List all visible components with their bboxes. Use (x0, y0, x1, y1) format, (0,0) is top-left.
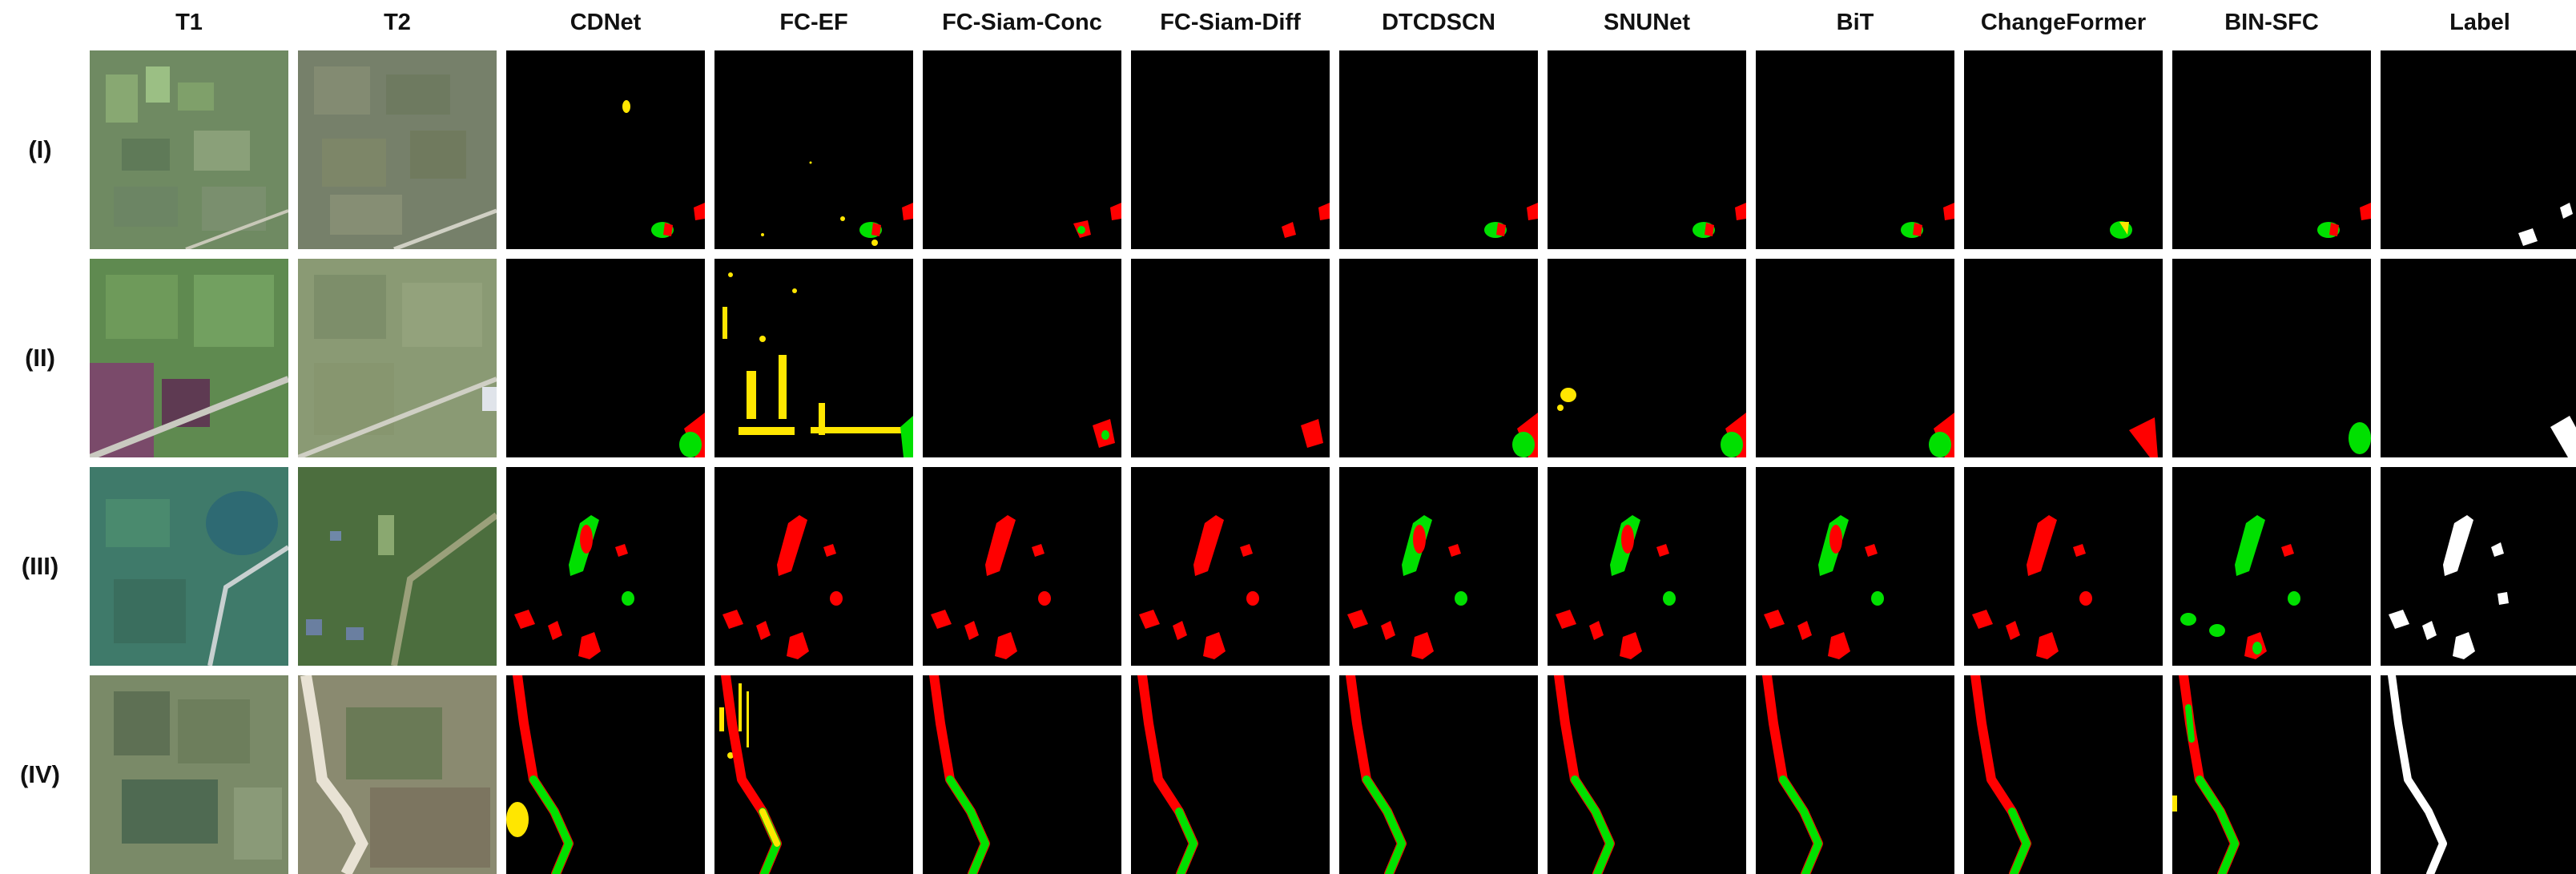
change-map-changeformer-row-2 (1964, 259, 2163, 457)
image-t2-row-2 (298, 259, 497, 457)
col-header-fc-ef: FC-EF (779, 9, 848, 35)
change-map-snunet-row-3 (1548, 467, 1746, 666)
change-map-fc-siam-conc-row-2 (923, 259, 1121, 457)
change-map-fc-ef-row-2 (714, 259, 913, 457)
change-map-fc-siam-conc-row-3 (923, 467, 1121, 666)
change-map-changeformer-row-1 (1964, 50, 2163, 249)
change-map-label-row-2 (2381, 259, 2576, 457)
change-map-bit-row-3 (1756, 467, 1954, 666)
change-map-label-row-3 (2381, 467, 2576, 666)
col-header-bit: BiT (1836, 9, 1874, 35)
change-map-bit-row-2 (1756, 259, 1954, 457)
col-header-cdnet: CDNet (570, 9, 642, 35)
change-map-fc-siam-conc-row-1 (923, 50, 1121, 249)
change-map-cdnet-row-1 (506, 50, 705, 249)
change-map-fc-siam-conc-row-4 (923, 675, 1121, 874)
change-map-fc-ef-row-1 (714, 50, 913, 249)
change-map-bin-sfc-row-2 (2172, 259, 2371, 457)
col-header-bin-sfc: BIN-SFC (2224, 9, 2319, 35)
row-label-4: (IV) (20, 760, 60, 788)
col-header-fc-siam-diff: FC-Siam-Diff (1160, 9, 1301, 35)
change-map-fc-siam-diff-row-2 (1131, 259, 1330, 457)
image-t2-row-1 (298, 50, 497, 249)
col-header-dtcdscn: DTCDSCN (1382, 9, 1495, 35)
image-t2-row-4 (298, 675, 497, 874)
change-map-snunet-row-4 (1548, 675, 1746, 874)
col-header-label: Label (2449, 9, 2510, 35)
image-t1-row-3 (90, 467, 288, 666)
change-map-label-row-1 (2381, 50, 2576, 249)
change-map-fc-ef-row-4 (714, 675, 913, 874)
change-map-fc-siam-diff-row-1 (1131, 50, 1330, 249)
change-map-fc-siam-diff-row-4 (1131, 675, 1330, 874)
change-map-cdnet-row-3 (506, 467, 705, 666)
change-map-label-row-4 (2381, 675, 2576, 874)
col-header-fc-siam-conc: FC-Siam-Conc (942, 9, 1102, 35)
change-map-changeformer-row-4 (1964, 675, 2163, 874)
change-map-dtcdscn-row-3 (1339, 467, 1538, 666)
change-map-bit-row-1 (1756, 50, 1954, 249)
change-map-snunet-row-2 (1548, 259, 1746, 457)
col-header-changeformer: ChangeFormer (1980, 9, 2147, 35)
row-label-3: (III) (21, 552, 59, 580)
change-map-fc-siam-diff-row-3 (1131, 467, 1330, 666)
col-header-t2: T2 (384, 9, 411, 35)
change-map-cdnet-row-4 (506, 675, 705, 874)
change-map-bin-sfc-row-3 (2172, 467, 2371, 666)
col-header-snunet: SNUNet (1604, 9, 1690, 35)
row-label-2: (II) (25, 344, 55, 372)
col-header-t1: T1 (175, 9, 203, 35)
change-map-fc-ef-row-3 (714, 467, 913, 666)
change-map-dtcdscn-row-1 (1339, 50, 1538, 249)
change-map-bin-sfc-row-4 (2172, 675, 2371, 874)
change-map-snunet-row-1 (1548, 50, 1746, 249)
change-map-dtcdscn-row-2 (1339, 259, 1538, 457)
change-map-dtcdscn-row-4 (1339, 675, 1538, 874)
change-map-bin-sfc-row-1 (2172, 50, 2371, 249)
change-map-bit-row-4 (1756, 675, 1954, 874)
change-map-cdnet-row-2 (506, 259, 705, 457)
row-label-1: (I) (28, 135, 52, 163)
image-t1-row-2 (90, 259, 288, 457)
image-t1-row-4 (90, 675, 288, 874)
image-t1-row-1 (90, 50, 288, 249)
image-t2-row-3 (298, 467, 497, 666)
change-map-changeformer-row-3 (1964, 467, 2163, 666)
